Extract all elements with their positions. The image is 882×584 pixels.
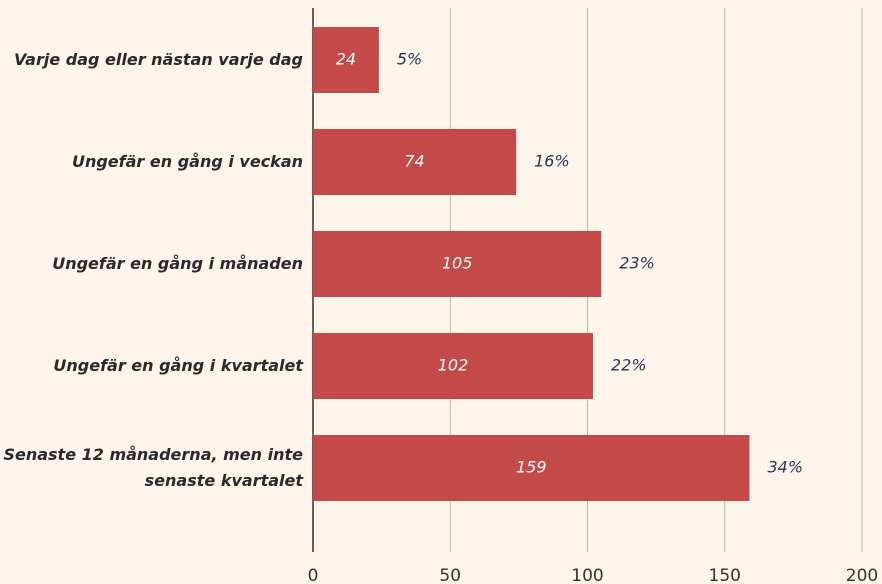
x-tick-label: 100	[571, 566, 603, 584]
bar	[313, 129, 517, 195]
share-label: 23%	[619, 254, 655, 273]
category-label: Ungefär en gång i veckan	[71, 152, 303, 171]
category-label: Ungefär en gång i kvartalet	[53, 356, 303, 375]
value-label: 102	[438, 356, 469, 375]
value-label: 24	[336, 50, 356, 69]
x-tick-label: 50	[439, 566, 461, 584]
category-label: Senaste 12 månaderna, men inte senaste k…	[3, 445, 303, 490]
value-label: 105	[442, 254, 473, 273]
value-label: 74	[404, 152, 424, 171]
x-tick-label: 200	[846, 566, 878, 584]
category-label: Varje dag eller nästan varje dag	[14, 50, 303, 69]
x-tick-label: 0	[308, 566, 319, 584]
share-label: 5%	[397, 50, 422, 69]
bar	[313, 435, 750, 501]
share-label: 16%	[534, 152, 570, 171]
share-label: 22%	[611, 356, 647, 375]
value-label: 159	[516, 458, 547, 477]
x-tick-label: 150	[709, 566, 741, 584]
bar	[313, 27, 379, 93]
bar	[313, 333, 593, 399]
bar	[313, 231, 602, 297]
share-label: 34%	[767, 458, 803, 477]
category-label: Ungefär en gång i månaden	[52, 254, 303, 273]
